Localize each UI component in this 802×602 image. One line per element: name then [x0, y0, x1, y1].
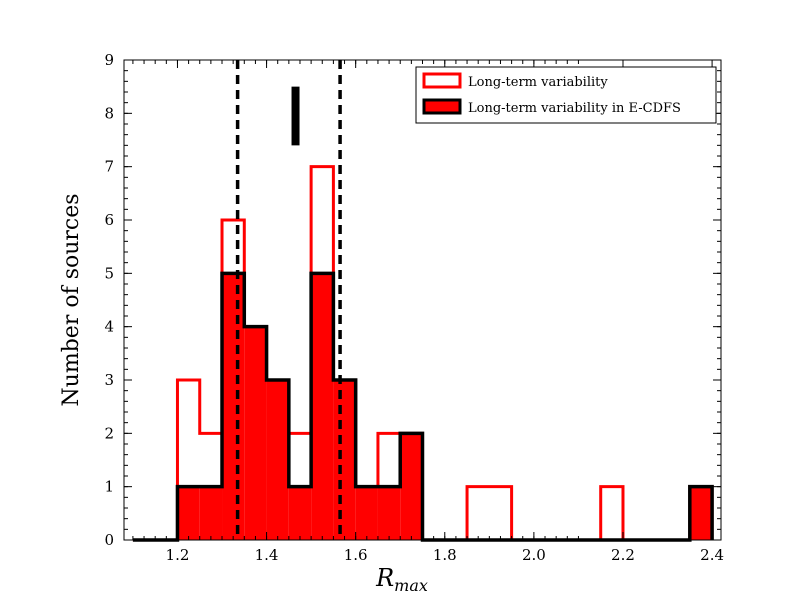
x-axis-label-sub: max: [394, 576, 428, 595]
x-tick-label: 2.2: [611, 546, 635, 564]
legend-box: [415, 66, 717, 124]
filled-bar: [199, 486, 223, 540]
y-tick-label: 5: [104, 264, 114, 282]
y-tick-label: 7: [104, 158, 114, 176]
y-tick-label: 2: [104, 424, 114, 442]
filled-bar: [288, 486, 312, 540]
y-tick-label: 6: [104, 211, 114, 229]
filled-bar: [244, 326, 267, 540]
x-tick-label: 1.2: [166, 546, 190, 564]
outline-histogram: [132, 165, 714, 542]
filled-bar: [266, 380, 289, 540]
y-tick-label: 3: [104, 371, 114, 389]
x-tick-label: 2.4: [700, 546, 724, 564]
y-axis-label: Number of sources: [59, 193, 84, 406]
y-tick-label: 4: [104, 318, 114, 336]
dashed-reference-lines: [235, 60, 342, 540]
filled-bar: [333, 380, 356, 540]
legend: Long-term variability Long-term variabil…: [415, 66, 717, 124]
x-axis-label-main: R: [375, 564, 394, 592]
y-tick-label: 9: [104, 51, 114, 69]
y-tick-label: 0: [104, 531, 114, 549]
legend-label-outline: Long-term variability: [468, 75, 608, 90]
x-tick-label: 1.8: [433, 546, 457, 564]
y-tick-label: 1: [104, 478, 114, 496]
filled-histogram: [177, 273, 713, 540]
filled-bar: [222, 273, 245, 540]
x-tick-label: 1.4: [255, 546, 279, 564]
filled-bar: [355, 486, 378, 540]
filled-bar: [311, 273, 334, 540]
legend-label-filled: Long-term variability in E-CDFS: [468, 101, 681, 116]
legend-swatch-outline: [422, 72, 462, 89]
x-axis-label: Rmax: [375, 564, 428, 595]
x-tick-label: 2.0: [522, 546, 546, 564]
filled-bar: [377, 486, 401, 540]
x-tick-label: 1.6: [344, 546, 368, 564]
y-tick-labels: 0 1 2 3 4 5 6 7 8 9: [104, 51, 114, 549]
filled-bar: [400, 433, 423, 540]
x-tick-labels: 1.2 1.4 1.6 1.8 2.0 2.2 2.4: [166, 546, 724, 564]
legend-swatch-filled: [422, 98, 462, 115]
y-tick-label: 8: [104, 104, 114, 122]
outline-step-line: [132, 165, 714, 542]
filled-bar: [689, 486, 713, 540]
filled-bar: [177, 486, 200, 540]
